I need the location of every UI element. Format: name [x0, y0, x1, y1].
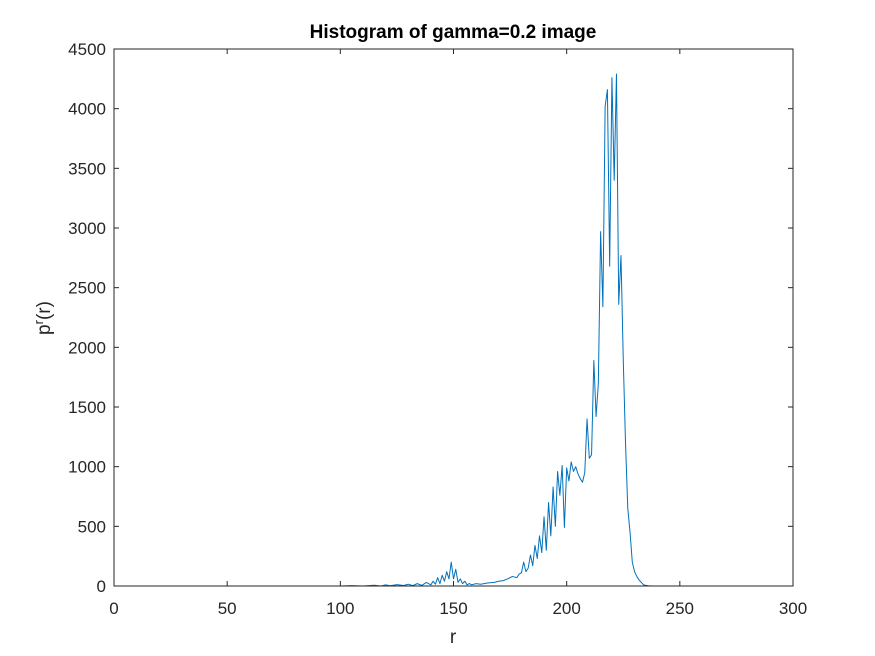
x-tick-label: 100 [326, 599, 354, 618]
y-tick-label: 4500 [68, 40, 106, 59]
y-tick-label: 2000 [68, 338, 106, 357]
series-group [114, 73, 694, 587]
x-axis-label: r [450, 627, 457, 648]
y-tick-label: 3500 [68, 159, 106, 178]
x-tick-label: 0 [109, 599, 118, 618]
y-tick-label: 1500 [68, 398, 106, 417]
x-axis-ticks: 0 50 100 150 200 250 300 [109, 49, 807, 618]
y-axis-ticks: 0 500 1000 1500 2000 2500 3000 3500 4000 4500 [68, 40, 793, 596]
y-axis-label: pr(r) [31, 301, 55, 335]
plot-area [114, 49, 793, 586]
y-tick-label: 2500 [68, 279, 106, 298]
series-line [114, 73, 694, 587]
y-tick-label: 4000 [68, 100, 106, 119]
y-axis-label-superscript: r [31, 319, 46, 324]
chart-title: Histogram of gamma=0.2 image [310, 22, 597, 43]
y-tick-label: 1000 [68, 458, 106, 477]
y-axis-label-base: p [34, 324, 55, 335]
y-tick-label: 0 [97, 577, 106, 596]
x-tick-label: 250 [666, 599, 694, 618]
x-tick-label: 150 [439, 599, 467, 618]
x-tick-label: 300 [779, 599, 807, 618]
y-axis-label-tail: (r) [34, 301, 55, 320]
x-tick-label: 50 [218, 599, 237, 618]
x-tick-label: 200 [552, 599, 580, 618]
y-tick-label: 500 [78, 517, 106, 536]
y-tick-label: 3000 [68, 219, 106, 238]
